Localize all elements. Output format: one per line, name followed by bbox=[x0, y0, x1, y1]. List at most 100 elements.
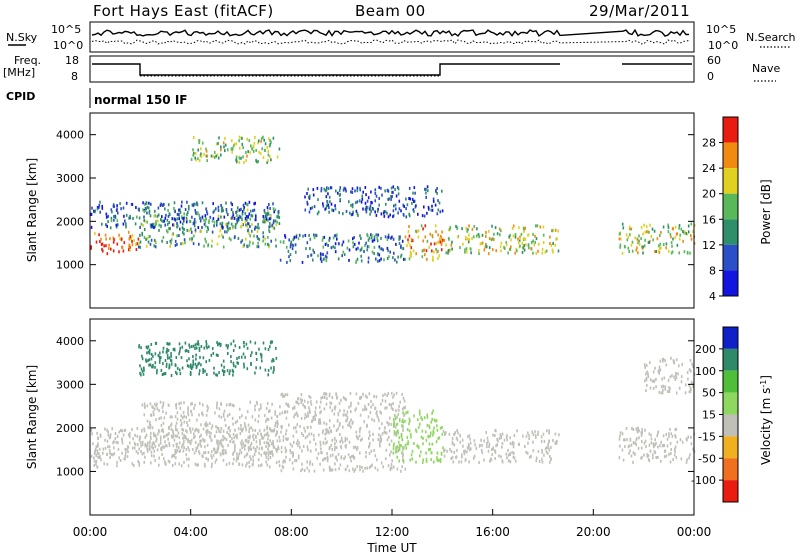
data-cell bbox=[310, 253, 313, 257]
data-cell bbox=[548, 429, 550, 433]
data-cell bbox=[425, 460, 428, 463]
data-cell bbox=[231, 147, 234, 151]
data-cell bbox=[198, 141, 200, 145]
data-cell bbox=[411, 197, 414, 201]
data-cell bbox=[506, 438, 508, 442]
data-cell bbox=[115, 225, 118, 229]
data-cell bbox=[205, 240, 207, 244]
data-cell bbox=[411, 201, 413, 205]
data-cell bbox=[673, 453, 676, 457]
data-cell bbox=[339, 463, 342, 467]
data-cell bbox=[392, 447, 395, 451]
data-cell bbox=[214, 411, 216, 415]
data-cell bbox=[238, 139, 240, 143]
data-cell bbox=[351, 191, 354, 194]
data-cell bbox=[436, 212, 439, 216]
data-cell bbox=[123, 241, 126, 245]
data-cell bbox=[366, 395, 368, 399]
data-cell bbox=[456, 438, 459, 442]
data-cell bbox=[218, 371, 220, 375]
data-cell bbox=[375, 213, 378, 217]
data-cell bbox=[425, 249, 428, 253]
data-cell bbox=[149, 214, 152, 218]
data-cell bbox=[224, 136, 226, 140]
data-cell bbox=[357, 213, 359, 217]
data-cell bbox=[222, 245, 225, 249]
data-cell bbox=[201, 201, 204, 205]
data-cell bbox=[522, 226, 525, 230]
data-cell bbox=[456, 448, 458, 452]
data-cell bbox=[285, 429, 288, 433]
data-cell bbox=[136, 215, 138, 219]
data-cell bbox=[648, 230, 650, 234]
data-cell bbox=[368, 436, 370, 440]
data-cell bbox=[159, 441, 162, 445]
data-cell bbox=[278, 435, 281, 439]
data-cell bbox=[268, 450, 270, 454]
data-cell bbox=[265, 217, 268, 221]
data-cell bbox=[401, 407, 404, 411]
data-cell bbox=[635, 438, 638, 442]
data-cell bbox=[376, 236, 378, 240]
data-cell bbox=[101, 247, 103, 251]
data-cell bbox=[415, 229, 417, 233]
data-cell bbox=[258, 237, 261, 241]
data-cell bbox=[431, 411, 433, 415]
data-cell bbox=[408, 212, 410, 216]
data-cell bbox=[205, 413, 208, 417]
data-cell bbox=[410, 453, 413, 457]
data-cell bbox=[128, 243, 131, 247]
data-cell bbox=[308, 233, 310, 237]
data-cell bbox=[667, 249, 670, 253]
data-cell bbox=[682, 239, 684, 243]
data-cell bbox=[129, 248, 131, 252]
data-cell bbox=[145, 237, 147, 241]
colorbar-tick-label: -50 bbox=[698, 452, 716, 465]
data-cell bbox=[555, 441, 558, 445]
data-cell bbox=[500, 229, 502, 233]
data-cell bbox=[260, 355, 263, 359]
data-cell bbox=[439, 460, 442, 464]
data-cell bbox=[402, 455, 404, 459]
data-cell bbox=[300, 416, 303, 420]
data-cell bbox=[278, 222, 281, 225]
data-cell bbox=[153, 407, 156, 411]
data-cell bbox=[389, 416, 391, 420]
data-cell bbox=[330, 186, 333, 190]
data-cell bbox=[289, 458, 291, 462]
data-cell bbox=[343, 409, 345, 413]
data-cell bbox=[384, 392, 386, 396]
data-cell bbox=[158, 223, 160, 227]
data-cell bbox=[548, 439, 550, 443]
data-cell bbox=[689, 390, 692, 393]
data-cell bbox=[355, 447, 358, 451]
data-cell bbox=[290, 451, 292, 455]
data-cell bbox=[206, 212, 209, 216]
data-cell bbox=[638, 234, 640, 238]
data-cell bbox=[364, 201, 367, 205]
data-cell bbox=[505, 435, 508, 439]
data-cell bbox=[180, 216, 183, 219]
data-cell bbox=[217, 343, 219, 347]
data-cell bbox=[211, 462, 213, 466]
data-cell bbox=[378, 259, 381, 263]
data-cell bbox=[338, 424, 341, 427]
data-cell bbox=[130, 237, 133, 241]
data-cell bbox=[329, 401, 332, 405]
data-cell bbox=[144, 442, 146, 446]
data-cell bbox=[267, 149, 269, 153]
data-cell bbox=[216, 404, 218, 408]
data-cell bbox=[335, 429, 338, 433]
data-cell bbox=[512, 455, 515, 459]
data-cell bbox=[293, 415, 295, 419]
data-cell bbox=[270, 140, 272, 144]
data-cell bbox=[369, 411, 372, 415]
data-cell bbox=[451, 455, 454, 459]
data-cell bbox=[351, 187, 354, 191]
data-cell bbox=[408, 422, 410, 426]
data-cell bbox=[259, 438, 261, 442]
data-cell bbox=[289, 242, 292, 246]
data-cell bbox=[100, 237, 102, 241]
data-cell bbox=[157, 206, 160, 210]
data-cell bbox=[334, 448, 336, 452]
